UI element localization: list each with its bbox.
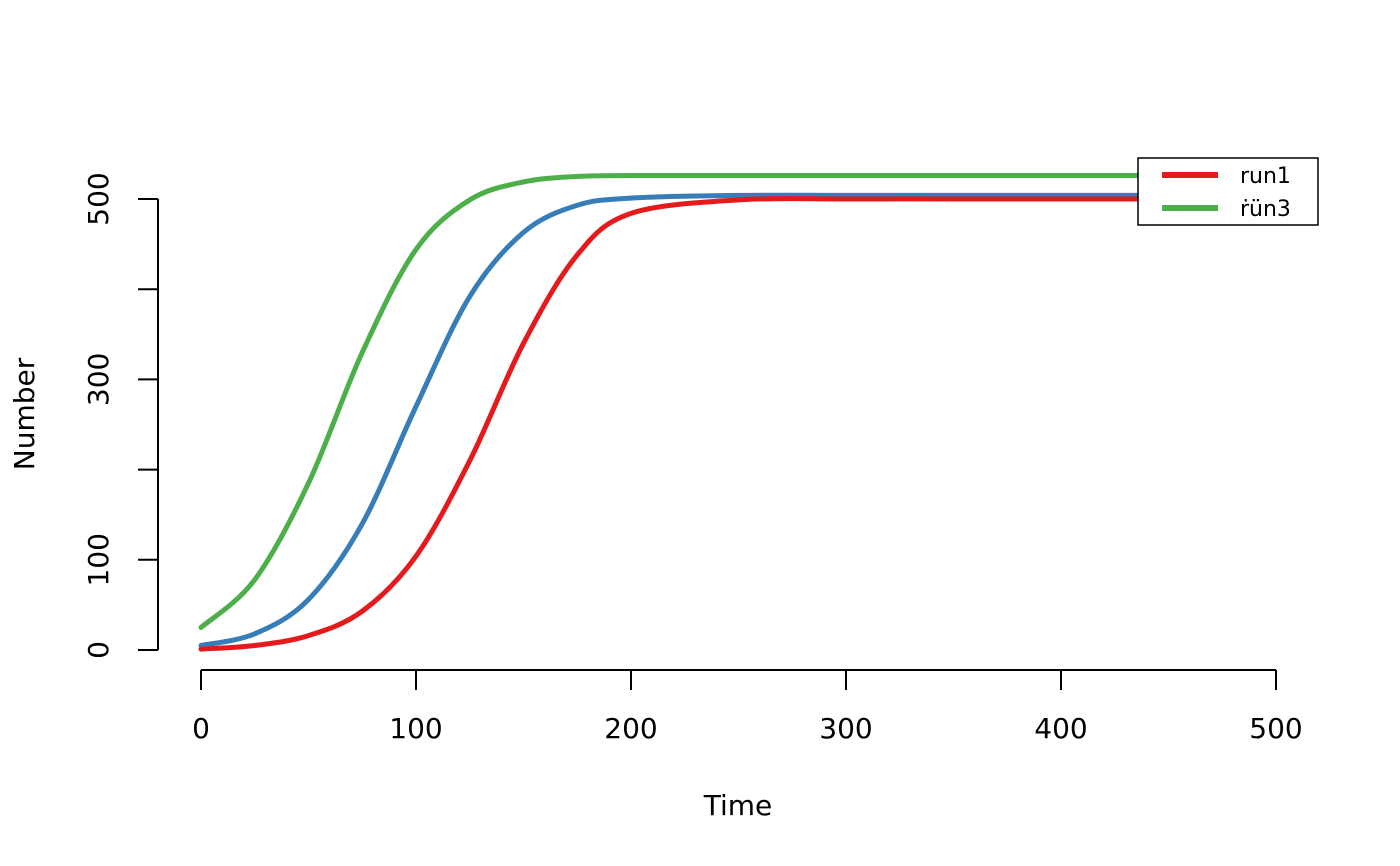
x-tick-label: 400 <box>1034 712 1087 745</box>
series-line-0 <box>198 196 1279 652</box>
series-lines <box>198 172 1279 652</box>
x-tick-label: 100 <box>389 712 442 745</box>
y-ticks: 0 100 300 500 <box>82 172 158 659</box>
y-axis-title: Number <box>8 357 41 470</box>
x-tick-label: 300 <box>819 712 872 745</box>
y-tick-label: 0 <box>82 641 115 659</box>
legend-box <box>1137 157 1319 226</box>
series-line-2 <box>198 172 1279 630</box>
series-line-1 <box>198 192 1279 648</box>
x-tick-label: 500 <box>1249 712 1302 745</box>
x-tick-label: 200 <box>604 712 657 745</box>
legend: run1 ṙün3 <box>1137 157 1319 226</box>
legend-label-run1: run1 <box>1240 164 1291 189</box>
legend-label-run3: ṙün3 <box>1240 197 1291 222</box>
x-tick-label: 0 <box>192 712 210 745</box>
x-ticks: 0 100 200 300 400 500 <box>192 670 1303 745</box>
x-axis-title: Time <box>703 789 773 822</box>
y-tick-label: 300 <box>82 353 115 406</box>
y-tick-label: 500 <box>82 172 115 225</box>
axes <box>157 199 1276 671</box>
y-tick-label: 100 <box>82 533 115 586</box>
